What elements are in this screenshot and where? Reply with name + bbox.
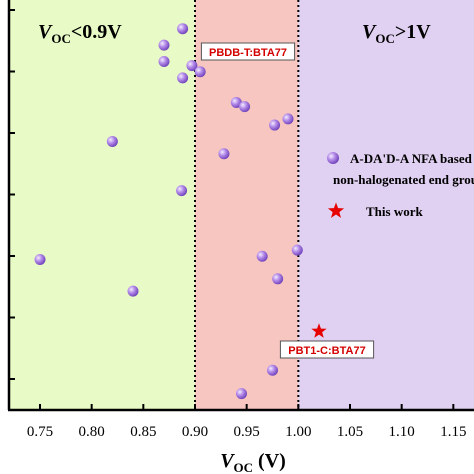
region-band-0 [9,0,195,410]
annotation-box-0 [200,42,296,61]
x-tick-label-3: 0.90 [182,424,208,440]
x-tick-label-4: 0.95 [234,424,260,440]
legend-circle-marker [327,152,339,164]
x-tick-label-8: 1.15 [440,424,466,440]
annotation-box-1 [279,340,375,359]
data-point-nfa-1 [158,39,170,51]
x-tick-label-5: 1.00 [285,424,311,440]
x-tick-label-2: 0.85 [130,424,156,440]
x-axis-title-text: VOC (V) [220,450,286,474]
data-point-nfa-2 [158,56,170,67]
legend-label-nfa-line1: A-DA'D-A NFA based on [350,151,474,166]
data-point-nfa-3 [186,60,198,72]
region-label-0: VOC<0.9V [38,21,122,46]
annotation-label-1: PBT1-C:BTA77 [288,345,365,357]
data-point-this-work-1 [311,323,327,338]
data-point-nfa-18 [267,364,278,376]
data-point-nfa-7 [239,101,251,113]
x-tick-label-7: 1.10 [389,424,415,440]
data-point-nfa-4 [177,72,189,84]
data-point-nfa-15 [291,244,303,256]
legend-star-marker [327,202,345,218]
data-point-nfa-6 [230,97,242,108]
data-point-nfa-8 [282,113,294,125]
data-point-nfa-5 [194,66,206,78]
data-point-nfa-0 [177,23,189,35]
data-point-nfa-16 [272,273,284,285]
x-tick-label-1: 0.80 [79,424,105,440]
data-points [34,23,327,400]
data-point-nfa-12 [176,185,188,197]
region-layer [9,0,474,410]
axes: 0.75 0.80 0.85 0.90 0.95 1.00 1.05 1.10 1.15 [7,0,474,440]
data-point-nfa-14 [256,250,268,262]
data-point-nfa-17 [127,285,139,297]
data-point-nfa-9 [269,119,281,131]
data-point-nfa-13 [34,254,46,266]
data-point-nfa-10 [106,135,118,147]
region-labels: VOC<0.9V VOC>1V [38,21,431,46]
x-tick-label-0: 0.75 [27,424,53,440]
legend: A-DA'D-A NFA based on non-halogenated en… [327,151,474,219]
x-tick-label-6: 1.05 [337,424,363,440]
region-label-2: VOC>1V [362,21,431,46]
point-annotations: PBDB-T:BTA77 PBT1-C:BTA77 [200,42,375,359]
x-axis-title: VOC (V) [220,450,286,474]
data-point-nfa-11 [218,148,230,160]
legend-label-this-work: This work [366,204,423,219]
annotation-label-0: PBDB-T:BTA77 [209,47,287,59]
legend-label-nfa-line2: non-halogenated end groups [333,172,474,187]
data-point-nfa-19 [236,388,247,400]
